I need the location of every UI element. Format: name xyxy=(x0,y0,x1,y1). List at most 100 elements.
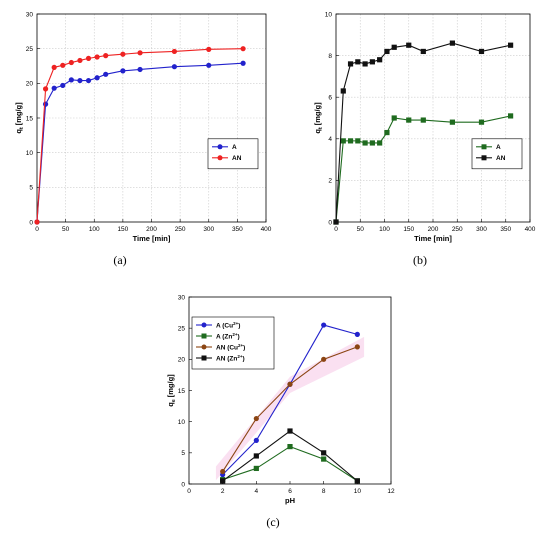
x-tick-label: 4 xyxy=(255,488,259,495)
data-point xyxy=(240,60,246,66)
data-point xyxy=(362,140,368,146)
data-point xyxy=(220,478,226,484)
y-axis-label-unit: [mg/g] xyxy=(313,102,322,127)
legend-label: AN xyxy=(232,155,242,162)
y-axis-label-symbol: q xyxy=(14,129,23,134)
data-point xyxy=(333,219,339,225)
data-point xyxy=(77,77,83,84)
data-point xyxy=(253,437,259,443)
x-tick-label: 50 xyxy=(357,226,365,233)
y-tick-label: 15 xyxy=(178,388,186,395)
y-tick-label: 5 xyxy=(29,185,33,192)
legend-marker xyxy=(481,155,487,161)
panel-label: (b) xyxy=(413,253,427,267)
panel-b: 0 50 100 150 200 250 300 350 400 0 2 4 6 8 10 Time [min… xyxy=(313,11,536,267)
data-point xyxy=(220,468,226,475)
data-point xyxy=(171,64,177,70)
legend-box xyxy=(207,138,259,170)
series-3 xyxy=(220,344,360,475)
data-point xyxy=(449,40,455,46)
legend-label-text: AN xyxy=(232,155,242,162)
data-point xyxy=(68,77,74,83)
x-tick-label: 300 xyxy=(476,226,487,233)
legend-label: A xyxy=(496,144,501,151)
data-point xyxy=(391,115,397,121)
legend: A (Cu2+)A (Zn2+)AN (Cu2+)AN (Zn2+) xyxy=(191,316,275,370)
data-point xyxy=(391,44,397,50)
legend-label: A (Cu2+) xyxy=(216,321,240,330)
y-tick-label: 10 xyxy=(325,11,333,18)
data-point xyxy=(321,456,327,462)
data-point xyxy=(85,77,92,84)
legend-label-text: A (Cu xyxy=(216,322,233,329)
legend-label-superscript: 2+ xyxy=(238,343,244,348)
data-point xyxy=(253,415,259,422)
x-tick-label: 100 xyxy=(89,226,100,233)
legend-marker xyxy=(201,322,207,328)
y-tick-label: 10 xyxy=(26,150,34,157)
x-tick-label: 50 xyxy=(62,226,70,233)
legend-marker xyxy=(481,144,487,150)
y-tick-label: 6 xyxy=(328,95,332,102)
data-point xyxy=(420,48,426,55)
data-point xyxy=(287,444,293,450)
y-tick-label: 30 xyxy=(178,294,186,301)
data-point xyxy=(362,61,368,67)
y-tick-label: 20 xyxy=(178,357,186,364)
y-tick-label: 25 xyxy=(178,325,186,332)
panel-label: (c) xyxy=(266,515,279,529)
x-tick-label: 150 xyxy=(117,226,128,233)
data-point xyxy=(406,42,412,48)
data-point xyxy=(77,57,83,64)
data-point xyxy=(321,356,327,362)
legend-label-close: ) xyxy=(242,355,244,362)
data-point xyxy=(60,82,66,89)
data-point xyxy=(355,59,361,65)
data-point xyxy=(42,101,49,107)
y-axis-label-unit: [mg/g] xyxy=(14,102,23,127)
legend-label-superscript: 2+ xyxy=(237,354,243,359)
legend-box xyxy=(471,138,523,170)
data-point xyxy=(137,50,143,56)
x-tick-label: 12 xyxy=(387,488,395,495)
data-point xyxy=(51,85,57,91)
data-point xyxy=(51,64,57,70)
data-point xyxy=(253,453,259,459)
data-point xyxy=(340,138,346,144)
legend: A AN xyxy=(471,138,523,170)
data-point xyxy=(120,51,126,57)
panel-label: (a) xyxy=(113,253,126,267)
series-1 xyxy=(333,113,514,225)
legend-label-superscript: 2+ xyxy=(233,321,239,326)
x-tick-label: 200 xyxy=(428,226,439,233)
y-tick-label: 8 xyxy=(328,53,332,60)
data-point xyxy=(68,59,74,66)
legend-marker xyxy=(217,144,223,150)
legend-label: AN (Cu2+) xyxy=(216,343,245,352)
y-tick-label: 10 xyxy=(178,419,186,426)
legend-label-text: AN xyxy=(496,155,506,162)
y-tick-label: 0 xyxy=(29,219,33,226)
data-point xyxy=(103,71,109,77)
data-point xyxy=(369,59,375,65)
data-point xyxy=(287,381,293,387)
legend-label: A (Zn2+) xyxy=(216,332,240,341)
data-point xyxy=(508,42,514,48)
series-2 xyxy=(333,40,514,225)
data-point xyxy=(321,322,327,328)
y-axis-label-symbol: q xyxy=(313,129,322,134)
y-tick-label: 0 xyxy=(181,481,185,488)
x-tick-label: 300 xyxy=(203,226,214,233)
y-axis-label-subscript: t xyxy=(19,127,25,129)
data-point xyxy=(120,68,126,74)
legend-marker xyxy=(201,344,207,350)
y-tick-label: 20 xyxy=(26,81,34,88)
y-tick-label: 5 xyxy=(181,450,185,457)
y-tick-label: 0 xyxy=(328,219,332,226)
legend-label-text: A (Zn xyxy=(216,333,232,340)
x-tick-label: 2 xyxy=(221,488,225,495)
x-tick-label: 150 xyxy=(403,226,414,233)
data-point xyxy=(377,140,383,146)
data-point xyxy=(137,66,143,73)
